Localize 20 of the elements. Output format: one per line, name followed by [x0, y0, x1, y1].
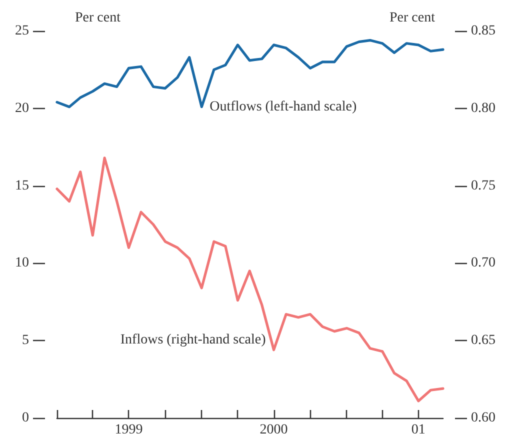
- y2-axis-title: Per cent: [390, 10, 436, 26]
- y2-tick-label: 0.70: [471, 256, 496, 271]
- y2-tick-label: 0.80: [471, 100, 496, 116]
- series-label: Outflows (left-hand scale): [210, 99, 357, 114]
- y2-tick-label: 0.65: [471, 333, 496, 348]
- x-tick-label: 01: [411, 422, 426, 438]
- y-tick-label: 20: [15, 100, 29, 116]
- y-tick-label: 5: [22, 333, 29, 348]
- x-tick-label: 1999: [114, 422, 143, 438]
- y-tick-label: 0: [22, 410, 29, 426]
- y2-tick-label: 0.60: [471, 410, 496, 426]
- x-tick-label: 2000: [260, 422, 288, 438]
- y-tick-label: 15: [15, 178, 29, 194]
- y2-tick-label: 0.85: [471, 24, 496, 38]
- y-tick-label: 10: [15, 256, 29, 271]
- series-label: Inflows (right-hand scale): [120, 332, 266, 348]
- y-tick-label: 25: [15, 24, 29, 38]
- line-series: [56, 156, 444, 402]
- y-axis-title: Per cent: [75, 10, 121, 26]
- y2-tick-label: 0.75: [471, 178, 496, 194]
